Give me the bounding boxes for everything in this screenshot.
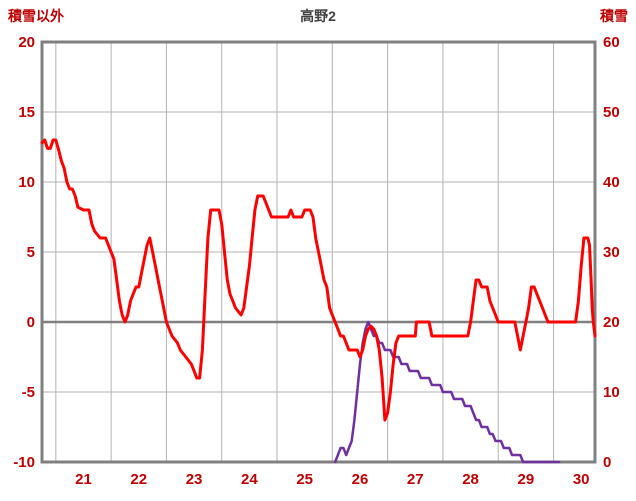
right-axis-tick-label: 20 [603,314,620,331]
right-axis-tick-label: 30 [603,244,620,261]
x-axis-tick-label: 22 [130,471,147,488]
left-axis-tick-label: 15 [18,104,35,121]
x-axis-tick-label: 25 [296,471,313,488]
left-axis-tick-label: 10 [18,174,35,191]
left-axis-tick-label: 20 [18,34,35,51]
left-axis-tick-label: 5 [27,244,35,261]
left-axis-title: 積雪以外 [8,8,64,24]
plot-border [40,40,597,464]
x-axis-tick-label: 29 [518,471,535,488]
right-axis-tick-label: 60 [603,34,620,51]
right-axis-title: 積雪 [600,8,628,24]
left-axis-tick-label: -10 [13,454,35,471]
left-axis-tick-label: 0 [27,314,35,331]
x-axis-tick-label: 21 [75,471,92,488]
x-axis-tick-label: 24 [241,471,258,488]
snow-depth-line [333,320,561,464]
x-axis-tick-label: 27 [407,471,424,488]
temperature-line [40,138,597,422]
chart-title: 高野2 [300,8,336,24]
x-axis-tick-label: 26 [352,471,369,488]
x-axis-tick-label: 28 [462,471,479,488]
right-axis-tick-label: 0 [603,454,611,471]
right-axis-tick-label: 10 [603,384,620,401]
right-axis-tick-label: 40 [603,174,620,191]
x-axis-tick-label: 23 [186,471,203,488]
left-axis-tick-label: -5 [22,384,35,401]
x-axis-tick-label: 30 [573,471,590,488]
right-axis-tick-label: 50 [603,104,620,121]
